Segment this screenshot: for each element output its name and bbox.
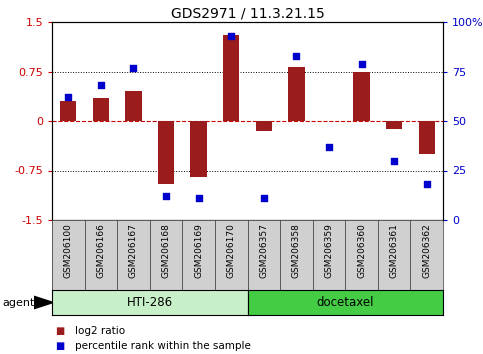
Point: [260, 195, 268, 201]
Bar: [419, 121, 435, 154]
Text: GSM206362: GSM206362: [422, 223, 431, 278]
Point: [64, 95, 72, 100]
Bar: [158, 121, 174, 184]
Text: docetaxel: docetaxel: [316, 296, 374, 309]
Text: GSM206166: GSM206166: [97, 223, 105, 278]
Bar: [354, 72, 369, 121]
Text: GSM206359: GSM206359: [325, 223, 333, 278]
Text: GSM206170: GSM206170: [227, 223, 236, 278]
Bar: [386, 121, 402, 129]
Text: log2 ratio: log2 ratio: [75, 326, 125, 336]
Text: GSM206168: GSM206168: [161, 223, 170, 278]
Text: GSM206169: GSM206169: [194, 223, 203, 278]
Point: [195, 195, 202, 201]
Bar: [93, 98, 109, 121]
Title: GDS2971 / 11.3.21.15: GDS2971 / 11.3.21.15: [170, 7, 325, 21]
Text: GSM206361: GSM206361: [390, 223, 398, 278]
Text: GSM206360: GSM206360: [357, 223, 366, 278]
Bar: [223, 35, 240, 121]
Polygon shape: [34, 296, 53, 309]
Bar: [288, 67, 304, 121]
Text: HTI-286: HTI-286: [127, 296, 173, 309]
Point: [162, 193, 170, 199]
Point: [423, 182, 430, 187]
Bar: [190, 121, 207, 177]
Point: [358, 61, 366, 67]
Point: [97, 82, 105, 88]
Point: [325, 144, 333, 150]
Bar: [60, 101, 76, 121]
Text: ■: ■: [56, 342, 65, 352]
Text: GSM206100: GSM206100: [64, 223, 73, 278]
Text: GSM206358: GSM206358: [292, 223, 301, 278]
Text: GSM206167: GSM206167: [129, 223, 138, 278]
Text: agent: agent: [2, 297, 35, 308]
Text: ■: ■: [56, 326, 65, 336]
Bar: [125, 91, 142, 121]
Text: GSM206357: GSM206357: [259, 223, 268, 278]
Bar: [256, 121, 272, 131]
Text: percentile rank within the sample: percentile rank within the sample: [75, 342, 251, 352]
Point: [390, 158, 398, 164]
Point: [293, 53, 300, 58]
Point: [227, 33, 235, 39]
Point: [129, 65, 137, 70]
